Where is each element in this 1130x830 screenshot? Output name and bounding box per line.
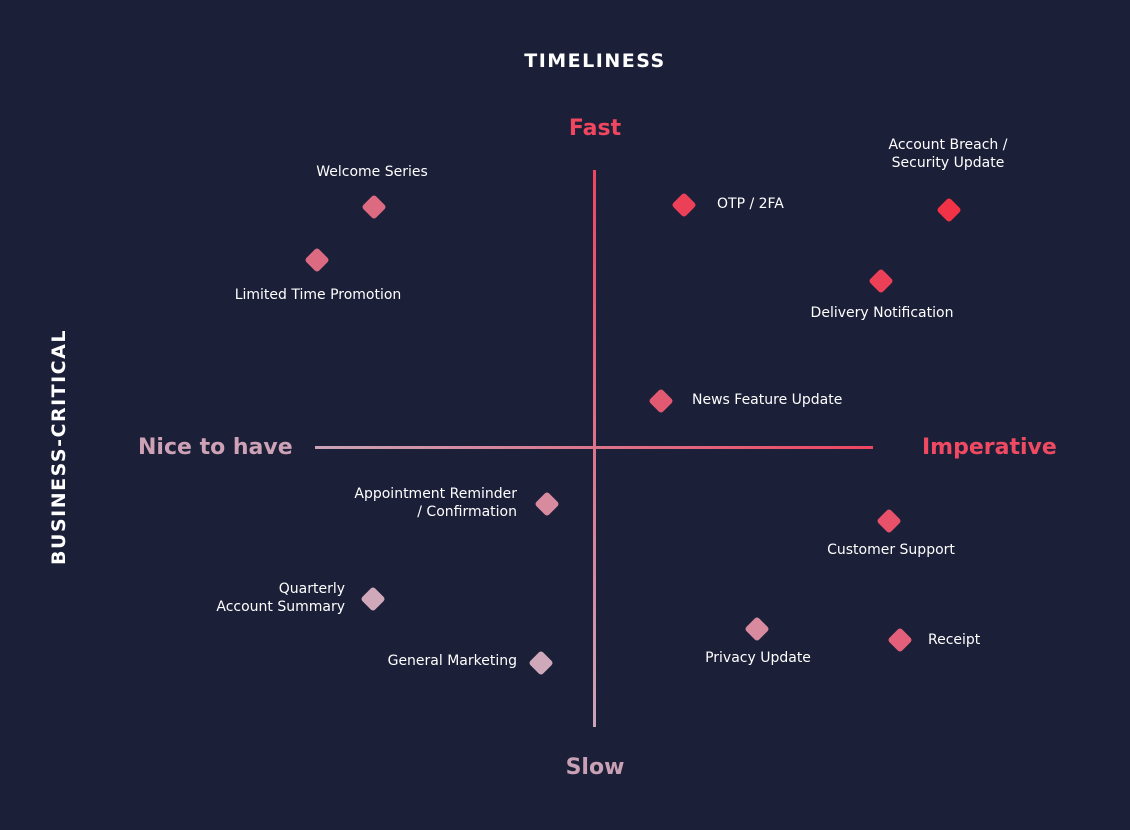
label-news-feature-update: News Feature Update [692, 392, 843, 408]
label-account-breach: Account Breach / Security Update [888, 137, 1008, 171]
label-general-marketing: General Marketing [387, 653, 517, 669]
axis-end-fast: Fast [568, 116, 622, 141]
marker-limited-time-promotion [305, 248, 329, 272]
timeliness-title: TIMELINESS [524, 50, 666, 72]
business-critical-title: BUSINESS-CRITICAL [48, 329, 70, 565]
marker-news-feature-update [649, 389, 673, 413]
marker-account-breach [937, 198, 961, 222]
label-otp-2fa: OTP / 2FA [717, 196, 784, 212]
marker-delivery-notification [869, 269, 893, 293]
marker-receipt [888, 628, 912, 652]
label-welcome-series: Welcome Series [316, 164, 428, 180]
axis-end-imperative: Imperative [922, 435, 1057, 460]
label-privacy-update: Privacy Update [705, 650, 811, 666]
marker-welcome-series [362, 195, 386, 219]
label-delivery-notification: Delivery Notification [810, 305, 954, 321]
label-appointment-reminder: Appointment Reminder / Confirmation [354, 486, 517, 520]
label-receipt: Receipt [928, 632, 981, 648]
axis-end-nice-to-have: Nice to have [138, 435, 293, 460]
marker-otp-2fa [672, 193, 696, 217]
axis-end-slow: Slow [565, 755, 625, 780]
marker-general-marketing [529, 651, 553, 675]
label-limited-time-promotion: Limited Time Promotion [234, 287, 402, 303]
horizontal-axis [315, 446, 873, 449]
marker-appointment-reminder [535, 492, 559, 516]
label-customer-support: Customer Support [827, 542, 955, 558]
marker-quarterly-account-summary [361, 587, 385, 611]
marker-privacy-update [745, 617, 769, 641]
label-quarterly-account-summary: Quarterly Account Summary [216, 581, 345, 615]
marker-customer-support [877, 509, 901, 533]
